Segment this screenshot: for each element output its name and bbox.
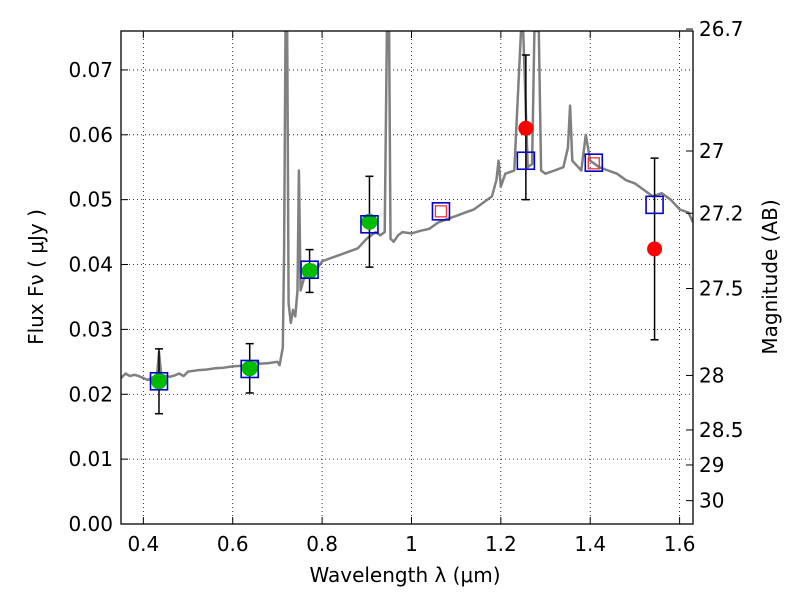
small-red-square [434,205,448,218]
plot-area [121,31,693,415]
y-axis-label: Flux Fν ( μJy ) [24,209,48,345]
grid-lines [121,31,693,525]
plot-frame [120,30,694,525]
y-tick-label: 0.04 [68,253,113,277]
x-axis-label: Wavelength λ (μm) [309,563,500,587]
axes: 0.4 0.6 0.8 1 1.2 1.4 1.6 0.00 0.01 0.02 0.03 0.04 0… [68,17,743,556]
y2-tick-label: 29 [699,453,724,477]
detection-point [301,263,318,280]
y-tick-label: 0.00 [68,512,113,536]
y2-tick-label: 27.5 [699,277,744,301]
y2-tick-label: 28.5 [699,418,744,442]
model-photometry-square [240,359,259,379]
x-tick-label: 0.4 [127,532,159,556]
y2-tick-label: 26.7 [699,17,744,41]
model-spectrum-line [121,31,693,382]
model-photometry-square [516,151,536,171]
x-tick-label: 1 [405,532,418,556]
model-photometry-square [300,260,319,280]
small-red-square [587,157,600,170]
model-photometry-square [431,202,451,221]
y2-tick-label: 28 [699,363,724,387]
x-tick-label: 1.6 [664,532,696,556]
y-tick-label: 0.03 [68,317,113,341]
y2-axis-label: Magnitude (AB) [758,199,782,354]
model-photometry-square [360,215,379,234]
upper-limit-point [647,241,663,257]
model-photometry-square [584,153,604,172]
detection-point [150,373,167,390]
detection-point [241,360,258,377]
y-tick-label: 0.05 [68,188,113,212]
y-tick-label: 0.06 [68,123,113,147]
x-tick-label: 1.2 [485,532,517,556]
detection-point [361,213,378,230]
upper-limit-point [518,120,534,136]
y2-tick-label: 27.2 [699,201,744,225]
model-photometry-square [149,371,169,391]
x-tick-label: 0.8 [306,532,338,556]
y-tick-label: 0.07 [68,58,113,82]
model-photometry-square [645,195,664,215]
y2-tick-label: 27 [699,139,724,163]
y-tick-label: 0.01 [68,447,113,471]
x-tick-label: 0.6 [217,532,249,556]
y-tick-label: 0.02 [68,382,113,406]
x-tick-label: 1.4 [574,532,606,556]
y2-tick-label: 30 [699,489,724,513]
